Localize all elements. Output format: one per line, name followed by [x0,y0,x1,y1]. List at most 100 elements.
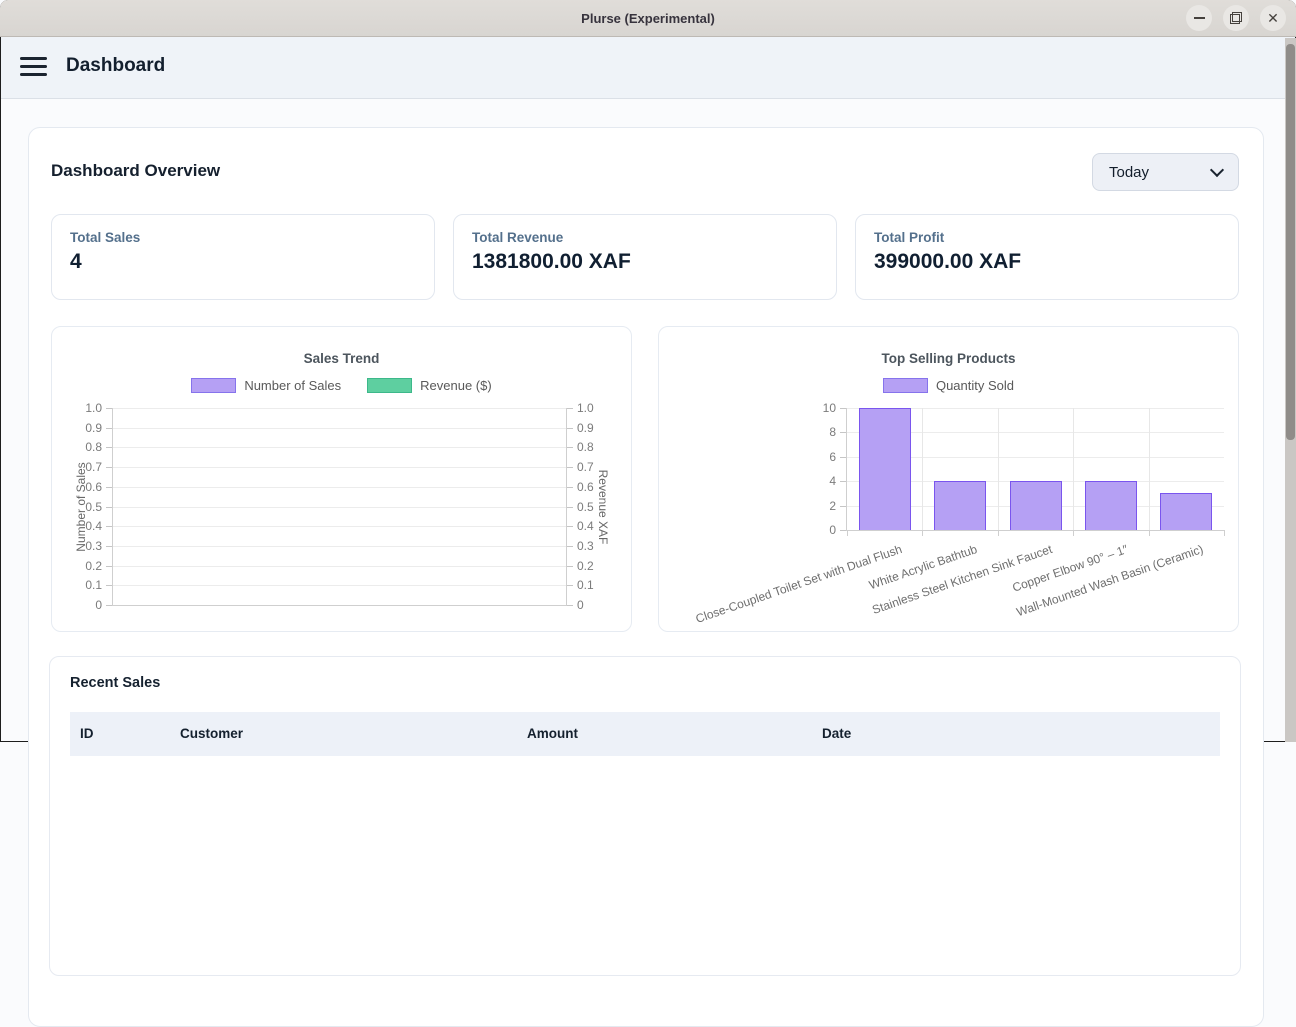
y-axis-tick-right: 0.2 [577,559,594,573]
overview-title: Dashboard Overview [51,161,221,180]
restore-icon [1230,12,1242,24]
y-axis-tick: 6 [829,450,836,464]
legend-label: Number of Sales [244,378,342,393]
period-dropdown[interactable]: Today [1092,153,1239,191]
tick-mark [840,432,846,433]
stat-value: 1381800.00 XAF [472,250,631,273]
y-axis-tick-right: 1.0 [577,401,594,415]
tick-mark [567,447,573,448]
gridline [113,526,566,527]
menu-icon[interactable] [20,57,47,81]
column-header-amount: Amount [527,726,578,741]
gridline [113,408,566,409]
tick-mark [106,428,112,429]
close-icon: ✕ [1267,10,1279,26]
tick-mark [847,530,848,536]
recent-sales-card: Recent Sales ID Customer Amount Date [49,656,1241,976]
gridline [847,408,1224,409]
tick-mark [567,566,573,567]
tick-mark [840,457,846,458]
y-axis-tick-left: 0.4 [85,519,102,533]
bar-4[interactable] [1160,493,1212,530]
stat-label: Total Profit [874,230,945,245]
gridline [113,546,566,547]
y-axis-title-left: Number of Sales [74,461,88,552]
tick-mark [567,467,573,468]
chart-title: Top Selling Products [881,351,1016,366]
stat-card-total-sales: Total Sales 4 [51,214,435,300]
tick-mark [567,507,573,508]
y-axis-tick-left: 0.6 [85,480,102,494]
column-header-date: Date [822,726,852,741]
y-axis-tick-left: 1.0 [85,401,102,415]
bar-1[interactable] [934,481,986,530]
bar-0[interactable] [859,408,911,530]
app-header: Dashboard [1,37,1295,99]
y-axis-tick-right: 0.9 [577,421,594,435]
y-axis-tick: 0 [829,523,836,537]
tick-mark [106,507,112,508]
gridline [113,467,566,468]
legend-swatch [882,378,928,393]
y-axis-tick-left: 0.3 [85,539,102,553]
y-axis-tick-left: 0.7 [85,460,102,474]
tick-mark [840,530,846,531]
gridline [113,566,566,567]
legend-swatch [191,378,237,393]
tick-mark [840,506,846,507]
stat-label: Total Sales [70,230,141,245]
minimize-button[interactable] [1186,5,1212,31]
close-button[interactable]: ✕ [1260,5,1286,31]
tick-mark [106,546,112,547]
y-axis-tick-right: 0.5 [577,500,594,514]
column-header-id: ID [80,726,94,741]
gridline [113,487,566,488]
y-axis-tick: 2 [829,499,836,513]
legend-item-0[interactable]: Quantity Sold [882,378,1015,393]
bar-2[interactable] [1010,481,1062,530]
scrollbar-thumb[interactable] [1286,44,1295,440]
vertical-scrollbar[interactable] [1285,38,1296,742]
tick-mark [567,408,573,409]
minimize-icon [1193,17,1205,19]
title-bar: Plurse (Experimental) ✕ [0,0,1296,37]
window-title: Plurse (Experimental) [581,11,715,26]
y-axis-tick-right: 0 [577,598,584,612]
period-dropdown-value: Today [1109,163,1150,181]
tick-mark [998,530,999,536]
legend-item-0[interactable]: Number of Sales [191,378,341,393]
y-axis-tick-left: 0.2 [85,559,102,573]
tick-mark [1149,530,1150,536]
window-controls: ✕ [1186,5,1286,31]
dashboard-panel: Dashboard Overview Today Total Sales 4 T… [28,127,1264,1027]
chart-legend: Number of Sales Revenue ($) [52,378,631,393]
tick-mark [106,467,112,468]
chart-title: Sales Trend [303,351,380,366]
stats-row: Total Sales 4 Total Revenue 1381800.00 X… [51,214,1239,300]
y-axis-tick: 4 [829,474,836,488]
tick-mark [567,526,573,527]
gridline [113,447,566,448]
tick-mark [106,487,112,488]
legend-label: Quantity Sold [935,378,1015,393]
charts-row: Sales Trend Number of Sales Revenue ($) 1… [51,326,1239,632]
y-axis-tick-right: 0.7 [577,460,594,474]
tick-mark [567,546,573,547]
y-axis-title-right: Revenue XAF [596,469,610,544]
tick-mark [106,585,112,586]
legend-item-1[interactable]: Revenue ($) [367,378,492,393]
gridline [1073,408,1074,530]
tick-mark [1073,530,1074,536]
restore-button[interactable] [1223,5,1249,31]
y-axis-tick: 10 [822,401,836,415]
tick-mark [106,526,112,527]
bar-3[interactable] [1085,481,1137,530]
gridline [1149,408,1150,530]
tick-mark [567,605,573,606]
tick-mark [106,408,112,409]
recent-sales-table-header: ID Customer Amount Date [70,712,1220,756]
y-axis-tick-left: 0.1 [85,578,102,592]
top-products-plot-area: 10 8 6 4 2 0 Close-Coupled Toilet Set with Dua… [694,402,1225,626]
gridline [922,408,923,530]
tick-mark [1224,530,1225,536]
